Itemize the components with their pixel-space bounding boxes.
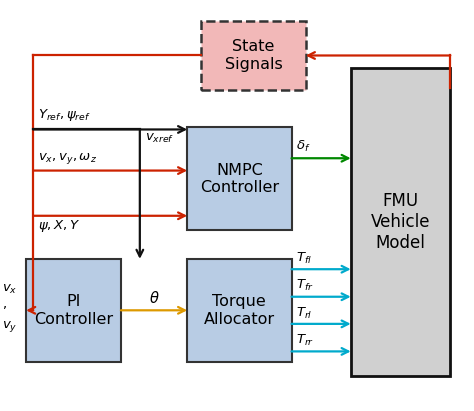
Text: $T_{fl}$: $T_{fl}$ — [296, 251, 312, 266]
Text: $v_x$: $v_x$ — [2, 283, 18, 296]
Text: $v_x, v_y, \omega_z$: $v_x, v_y, \omega_z$ — [38, 151, 97, 166]
FancyBboxPatch shape — [26, 259, 121, 362]
FancyBboxPatch shape — [201, 21, 306, 90]
FancyBboxPatch shape — [187, 259, 292, 362]
Text: PI
Controller: PI Controller — [34, 294, 113, 326]
Text: Torque
Allocator: Torque Allocator — [204, 294, 275, 326]
Text: FMU
Vehicle
Model: FMU Vehicle Model — [371, 192, 430, 252]
Text: $v_y$: $v_y$ — [2, 319, 18, 334]
Text: $Y_{ref}, \psi_{ref}$: $Y_{ref}, \psi_{ref}$ — [38, 107, 91, 123]
Text: $v_{xref}$: $v_{xref}$ — [145, 132, 174, 145]
Text: ,: , — [2, 298, 7, 311]
Text: State
Signals: State Signals — [225, 39, 283, 72]
Text: $\theta$: $\theta$ — [149, 290, 159, 306]
Text: $\psi, X, Y$: $\psi, X, Y$ — [38, 218, 80, 234]
Text: $T_{fr}$: $T_{fr}$ — [296, 278, 314, 293]
FancyBboxPatch shape — [351, 68, 450, 376]
FancyBboxPatch shape — [187, 127, 292, 230]
Text: $\delta_f$: $\delta_f$ — [296, 139, 311, 154]
Text: $T_{rr}$: $T_{rr}$ — [296, 333, 314, 348]
Text: NMPC
Controller: NMPC Controller — [200, 163, 279, 195]
Text: $T_{rl}$: $T_{rl}$ — [296, 305, 313, 321]
